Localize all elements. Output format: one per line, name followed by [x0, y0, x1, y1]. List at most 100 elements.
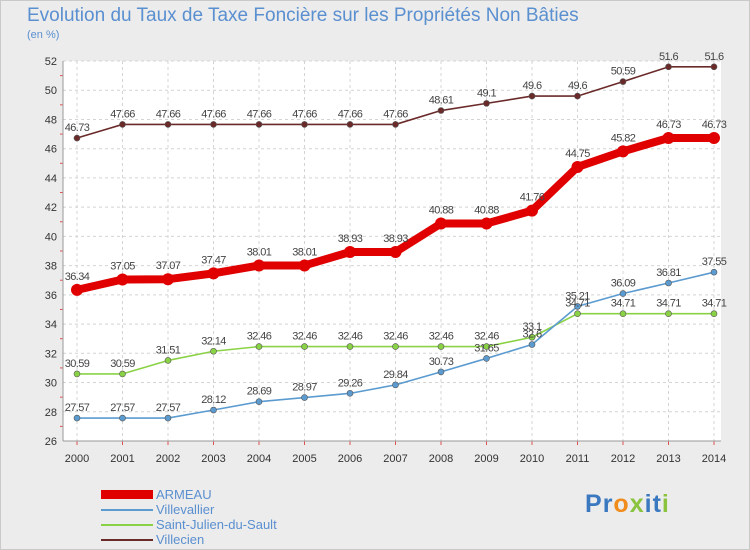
x-tick-label: 2003 — [201, 453, 225, 465]
data-labels: 46.73 47.66 47.66 47.66 47.66 47.66 47.66 47.66… — [65, 51, 728, 414]
data-label-villevallier: 32.6 — [522, 329, 541, 341]
data-label-villevallier: 29.84 — [383, 369, 408, 381]
data-point-saint-julien-du-sault — [710, 310, 718, 318]
data-label-armeau: 38.01 — [292, 246, 317, 258]
data-label-saint-julien-du-sault: 30.59 — [110, 358, 135, 370]
y-tick-label: 44 — [45, 173, 57, 185]
data-label-villecien: 49.6 — [522, 80, 541, 92]
data-label-villecien: 47.66 — [201, 108, 226, 120]
x-tick-label: 2008 — [429, 453, 453, 465]
data-label-villecien: 51.6 — [659, 51, 678, 63]
data-point-armeau — [708, 132, 720, 145]
data-point-saint-julien-du-sault — [301, 343, 308, 350]
x-tick-label: 2006 — [338, 453, 362, 465]
data-label-armeau: 38.01 — [247, 246, 272, 258]
data-point-villevallier — [619, 290, 627, 297]
data-label-villecien: 48.61 — [429, 95, 454, 107]
data-point-armeau — [116, 273, 129, 286]
data-point-villevallier — [574, 303, 581, 310]
data-label-armeau: 37.05 — [110, 261, 135, 273]
data-point-armeau — [253, 259, 265, 272]
data-label-saint-julien-du-sault: 32.46 — [429, 331, 454, 343]
data-label-armeau: 40.88 — [474, 205, 499, 217]
data-point-armeau — [298, 259, 311, 272]
y-tick-label: 42 — [45, 202, 57, 214]
data-point-villecien — [164, 121, 172, 128]
data-label-villevallier: 31.65 — [474, 342, 499, 354]
data-point-villevallier — [255, 398, 263, 405]
x-tick-label: 2002 — [156, 453, 180, 465]
data-point-villevallier — [437, 368, 445, 376]
data-point-armeau — [571, 160, 584, 173]
x-tick-label: 2011 — [566, 453, 590, 465]
data-point-villevallier — [665, 279, 672, 287]
data-label-saint-julien-du-sault: 34.71 — [702, 298, 727, 310]
legend: ARMEAU Villevallier Saint-Julien-du-Sault V… — [101, 487, 361, 547]
data-point-armeau — [480, 217, 493, 230]
legend-swatch — [101, 524, 153, 526]
data-label-villevallier: 28.97 — [292, 382, 317, 394]
y-tick-label: 38 — [45, 261, 57, 273]
data-point-villecien — [210, 121, 217, 128]
data-point-armeau — [207, 267, 220, 280]
data-label-villevallier: 35.21 — [565, 290, 590, 302]
data-label-armeau: 37.07 — [156, 260, 181, 272]
legend-label: ARMEAU — [156, 487, 212, 502]
data-point-saint-julien-du-sault — [346, 343, 354, 350]
x-tick-label: 2012 — [611, 453, 635, 465]
data-point-saint-julien-du-sault — [483, 343, 490, 350]
x-tick-label: 2009 — [474, 453, 498, 465]
data-label-saint-julien-du-sault: 32.46 — [474, 331, 499, 343]
data-label-villevallier: 36.09 — [611, 278, 636, 290]
x-tick-label: 2007 — [383, 453, 407, 465]
legend-item: Saint-Julien-du-Sault — [101, 517, 361, 532]
data-point-armeau — [526, 204, 538, 217]
x-tick-label: 2005 — [292, 453, 316, 465]
data-point-saint-julien-du-sault — [437, 343, 445, 350]
data-label-saint-julien-du-sault: 32.46 — [247, 331, 272, 343]
y-tick-label: 36 — [45, 290, 57, 302]
data-label-saint-julien-du-sault: 30.59 — [65, 358, 90, 370]
legend-label: Villevallier — [156, 502, 215, 517]
legend-item: Villevallier — [101, 502, 361, 517]
data-point-saint-julien-du-sault — [574, 310, 581, 318]
data-label-armeau: 40.88 — [429, 205, 454, 217]
data-label-villevallier: 28.69 — [247, 386, 272, 398]
legend-item: ARMEAU — [101, 487, 361, 502]
data-label-armeau: 36.34 — [65, 271, 90, 283]
data-point-villevallier — [164, 414, 172, 422]
y-tick-label: 50 — [45, 85, 57, 97]
data-point-saint-julien-du-sault — [665, 310, 672, 318]
data-label-villevallier: 30.73 — [429, 356, 454, 368]
axes: 26 28 30 32 34 36 38 40 42 44 46 48 50 52 2000 2001 2002… — [45, 56, 726, 465]
data-label-villecien: 50.59 — [611, 66, 636, 78]
data-label-armeau: 38.93 — [338, 233, 363, 245]
data-point-villecien — [301, 121, 308, 128]
y-tick-label: 48 — [45, 114, 57, 126]
data-label-saint-julien-du-sault: 34.71 — [656, 298, 681, 310]
data-label-saint-julien-du-sault: 34.71 — [565, 298, 590, 310]
legend-swatch — [101, 539, 153, 541]
chart-title: Evolution du Taux de Taxe Foncière sur l… — [27, 5, 579, 26]
data-label-saint-julien-du-sault: 32.46 — [338, 331, 363, 343]
data-point-villevallier — [301, 394, 308, 401]
data-label-villecien: 49.6 — [568, 80, 587, 92]
data-point-armeau — [435, 217, 447, 230]
data-label-saint-julien-du-sault: 32.46 — [383, 331, 408, 343]
data-point-saint-julien-du-sault — [73, 370, 81, 378]
legend-swatch — [101, 509, 153, 511]
data-label-armeau: 44.75 — [565, 148, 590, 160]
y-tick-label: 52 — [45, 56, 57, 68]
data-label-saint-julien-du-sault: 32.14 — [201, 335, 226, 347]
data-label-villecien: 47.66 — [292, 108, 317, 120]
y-tick-label: 34 — [45, 319, 57, 331]
x-tick-label: 2013 — [656, 453, 680, 465]
data-point-armeau — [162, 273, 174, 286]
data-label-villevallier: 27.57 — [110, 402, 135, 414]
x-tick-label: 2010 — [520, 453, 544, 465]
data-point-armeau — [389, 246, 402, 259]
data-point-armeau — [344, 246, 356, 259]
data-point-saint-julien-du-sault — [210, 347, 217, 355]
data-point-villecien — [346, 121, 354, 128]
